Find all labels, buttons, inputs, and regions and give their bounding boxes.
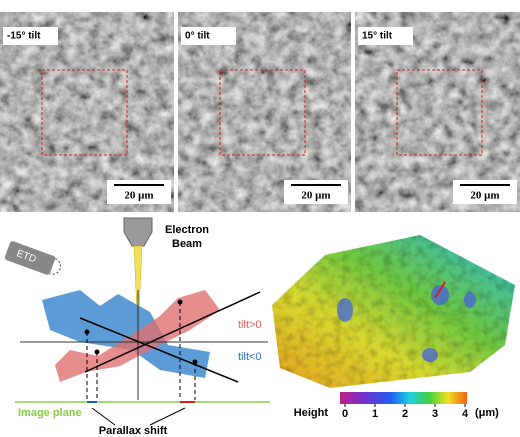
colorbar-tick-label: 1 (372, 408, 378, 420)
height-map (272, 235, 515, 388)
sem-panels: -15° tilt 20 μm 0° tilt 20 μm 15° tilt 20 μm (0, 12, 520, 212)
colorbar-tick-label: 3 (432, 408, 438, 420)
colorbar-unit: (μm) (475, 407, 499, 419)
colorbar-label: Height (294, 407, 329, 419)
figure: -15° tilt20 μm0° tilt20 μm15° tilt20 μm … (0, 0, 520, 437)
colorbar: Height (μm) 0 1 2 3 4 (294, 392, 499, 420)
colorbar-tick-label: 0 (342, 408, 348, 420)
tilt-neg-label: tilt<0 (238, 351, 262, 363)
scale-label: 20 μm (124, 190, 153, 202)
shift-label: Parallax shift (99, 425, 168, 437)
beam-label: Beam (172, 238, 202, 250)
scale-label: 20 μm (301, 190, 330, 202)
panel-label: 15° tilt (362, 31, 393, 42)
diagram: ETD Electron Beam tilt>0 tilt<0 Image pl… (4, 218, 270, 437)
panel-label: -15° tilt (7, 31, 41, 42)
colorbar-tick-label: 2 (402, 408, 408, 420)
colorbar-gradient (340, 392, 467, 404)
tilt-pos-label: tilt>0 (238, 319, 262, 331)
detector: ETD (4, 240, 63, 278)
beam-label: Electron (165, 224, 209, 236)
panel-label: 0° tilt (185, 31, 210, 42)
scale-label: 20 μm (470, 190, 499, 202)
image-plane-label: Image plane (18, 407, 82, 419)
colorbar-tick-label: 4 (462, 408, 469, 420)
